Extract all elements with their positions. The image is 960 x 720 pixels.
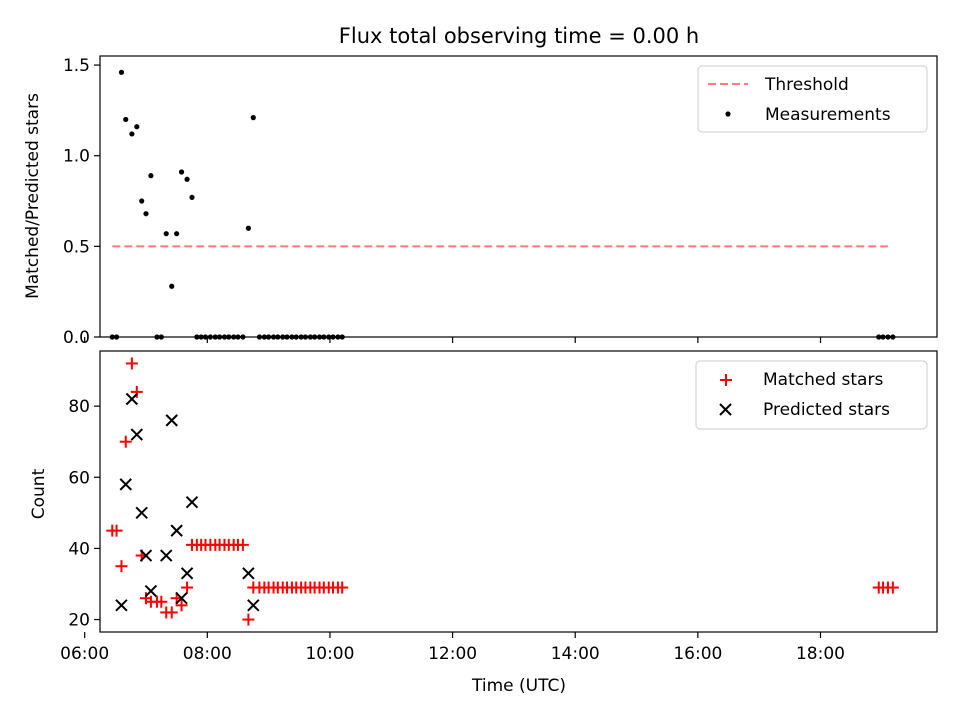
measurement-point	[123, 116, 129, 123]
predicted-star-point	[119, 478, 132, 491]
count-x-tick-label: 14:00	[551, 644, 600, 664]
matched-star-point	[181, 581, 194, 594]
ratio-y-ticks: 0.0 0.5 1.0 1.5	[63, 56, 100, 348]
predicted-star-point	[247, 599, 260, 612]
matched-star-point	[155, 595, 168, 608]
measurement-point	[178, 169, 185, 175]
measurement-point	[139, 198, 145, 204]
count-y-axis-label: Count	[29, 468, 49, 519]
predicted-star-point	[144, 584, 158, 598]
predicted-star-point	[170, 524, 183, 537]
matched-star-point	[242, 613, 255, 626]
matched-star-point	[165, 606, 178, 619]
predicted-legend-label: Predicted stars	[763, 400, 890, 420]
ratio-y-tick-label: 0.5	[63, 237, 90, 257]
matched-legend-marker	[720, 374, 732, 386]
matched-star-point	[115, 560, 128, 573]
predicted-star-point	[185, 495, 199, 509]
measurement-point	[169, 283, 175, 289]
measurement-point	[129, 131, 135, 137]
matched-star-point	[130, 385, 143, 398]
predicted-star-point	[125, 392, 139, 406]
measurements-legend-label: Measurements	[765, 105, 891, 125]
matched-star-point	[175, 599, 188, 612]
measurement-point	[189, 194, 195, 201]
measurement-point	[118, 69, 125, 75]
measurement-point	[163, 231, 169, 237]
count-y-tick-label: 40	[68, 539, 90, 559]
ratio-x-ticks	[84, 337, 822, 343]
ratio-legend-box	[697, 65, 928, 133]
measurements-legend-marker	[725, 111, 731, 117]
matched-star-point	[236, 538, 249, 551]
count-points-layer	[106, 357, 899, 626]
count-x-tick-label: 06:00	[60, 644, 109, 664]
count-x-tick-label: 16:00	[673, 644, 722, 664]
predicted-legend-marker	[719, 403, 732, 416]
ratio-y-tick-label: 1.5	[63, 56, 90, 76]
matched-star-point	[886, 581, 899, 594]
predicted-star-point	[175, 592, 188, 605]
count-y-tick-label: 60	[68, 468, 90, 488]
ratio-y-axis-label: Matched/Predicted stars	[23, 93, 43, 299]
measurement-point	[174, 231, 180, 237]
ratio-legend: Threshold Measurements	[697, 65, 928, 133]
measurement-point	[184, 176, 190, 182]
count-x-tick-label: 10:00	[305, 644, 354, 664]
x-axis-label: Time (UTC)	[471, 676, 566, 696]
measurement-point	[245, 225, 251, 231]
matched-star-point	[125, 357, 138, 370]
predicted-star-point	[135, 506, 148, 520]
count-axes-frame	[99, 350, 938, 633]
matched-star-point	[119, 435, 132, 448]
predicted-star-point	[242, 567, 255, 580]
matched-legend-label: Matched stars	[763, 370, 883, 390]
measurement-point	[250, 115, 256, 121]
measurement-point	[148, 173, 154, 179]
figure-title: Flux total observing time = 0.00 h	[339, 24, 699, 48]
measurement-point	[143, 211, 149, 217]
count-x-tick-label: 08:00	[183, 644, 232, 664]
count-y-tick-label: 20	[68, 611, 90, 631]
count-y-tick-label: 80	[68, 397, 90, 417]
predicted-star-point	[130, 428, 143, 441]
count-panel: 20 40 60 80 06:00 08:00 10:00 12:00 14:00 16:00 1…	[29, 350, 938, 696]
ratio-panel: 0.0 0.5 1.0 1.5 Matched/Predicted stars Thr…	[23, 55, 938, 348]
ratio-axes-frame	[99, 55, 938, 338]
predicted-star-point	[160, 549, 173, 562]
count-y-ticks: 20 40 60 80	[68, 397, 100, 631]
predicted-star-point	[115, 599, 128, 612]
predicted-star-point	[165, 414, 178, 427]
predicted-star-point	[180, 567, 194, 580]
count-x-ticks: 06:00 08:00 10:00 12:00 14:00 16:00 18:00	[60, 632, 845, 664]
ratio-y-tick-label: 0.0	[63, 328, 90, 348]
predicted-star-point	[139, 549, 153, 562]
count-legend-box	[695, 360, 928, 430]
count-x-tick-label: 18:00	[796, 644, 845, 664]
count-legend: Matched stars Predicted stars	[695, 360, 928, 430]
threshold-legend-label: Threshold	[764, 75, 849, 95]
count-x-tick-label: 12:00	[428, 644, 477, 664]
ratio-y-tick-label: 1.0	[63, 147, 90, 167]
matched-star-point	[336, 581, 349, 594]
measurement-point	[134, 124, 140, 130]
matched-star-point	[110, 524, 123, 537]
